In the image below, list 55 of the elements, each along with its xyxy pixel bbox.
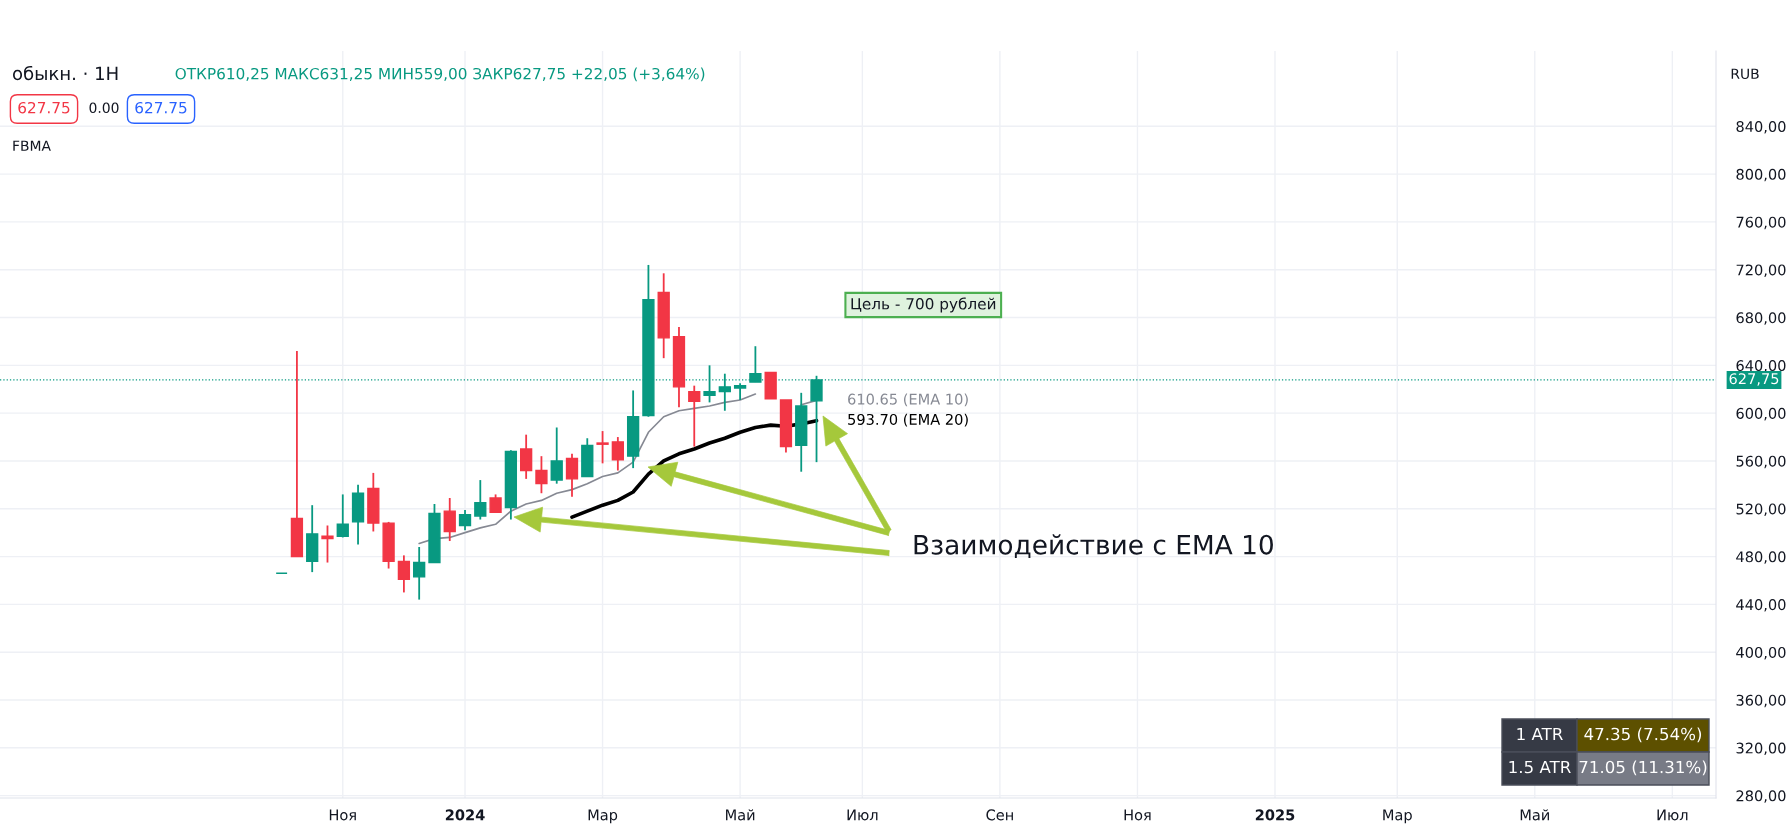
annotation: 47.35 (7.54%) (1584, 727, 1702, 743)
annotation: Цель - 700 рублей (851, 297, 996, 313)
candlestick (550, 426, 563, 485)
y-tick-label: 320,00 (1736, 742, 1786, 756)
y-tick-label: 480,00 (1736, 551, 1786, 564)
y-tick-label: 440,00 (1736, 599, 1786, 612)
candlestick (458, 509, 472, 532)
annotation: Взаимодействие с EMA 10 (914, 534, 1273, 558)
candlestick (688, 384, 701, 448)
y-tick-label: 760,00 (1736, 216, 1786, 230)
x-tick-label: Мар (588, 809, 618, 824)
candlestick (611, 436, 625, 472)
y-tick-label: 400,00 (1736, 646, 1786, 660)
ref-line-label: 627,75 (1729, 373, 1779, 386)
y-tick-label: 280,00 (1736, 790, 1786, 803)
candlestick (474, 479, 487, 521)
annotation: 1.5 ATR (1509, 760, 1571, 774)
y-tick-label: 560,00 (1736, 455, 1786, 469)
y-tick-label: 640,00 (1736, 360, 1786, 373)
candlestick (443, 497, 456, 542)
candlestick (519, 433, 533, 480)
y-tick-label: 720,00 (1736, 264, 1786, 277)
candlestick (413, 546, 426, 601)
y-tick-label: 800,00 (1736, 168, 1786, 182)
candlestick (397, 554, 411, 594)
annotation: 0.00 (89, 102, 119, 114)
annotation: FBMA (13, 140, 51, 151)
x-tick-label: Май (1520, 809, 1549, 821)
candlestick (535, 455, 548, 495)
x-tick-label: Мар (1383, 809, 1412, 824)
text: обыкн. · 1Н (13, 65, 118, 81)
y-axis-title: RUB (1731, 68, 1759, 80)
candlestick (336, 493, 349, 539)
annotation: 627.75 (135, 101, 187, 114)
x-tick-label: Июл (847, 809, 878, 821)
text: 593.70 (EMA 20) (848, 413, 968, 427)
candlestick (565, 452, 579, 498)
x-tick-label: Сен (986, 809, 1013, 821)
y-tick-label: 360,00 (1736, 694, 1786, 708)
y-tick-label: 840,00 (1736, 121, 1786, 134)
x-tick-label: Май (726, 809, 755, 821)
x-tick-label: Ноя (1124, 809, 1151, 821)
text: 610.65 (EMA 10) (848, 393, 968, 407)
x-tick-label: 2025 (1255, 809, 1295, 821)
y-tick-label: 680,00 (1736, 312, 1786, 325)
y-tick-label: 600,00 (1736, 407, 1786, 421)
x-tick-label: Июл (1657, 809, 1688, 821)
y-tick-label: 520,00 (1736, 503, 1786, 516)
annotation: 627.75 (18, 101, 70, 114)
candlestick (596, 430, 609, 465)
x-tick-label: 2024 (445, 809, 485, 821)
annotation: 1 ATR (1517, 727, 1563, 741)
annotation: 71.05 (11.31%) (1579, 760, 1707, 776)
x-tick-label: Ноя (329, 809, 356, 821)
text: ОТКР610,25 МАКС631,25 МИН559,00 ЗАКР627,75 +22,05 (+3,64%) (175, 67, 705, 82)
